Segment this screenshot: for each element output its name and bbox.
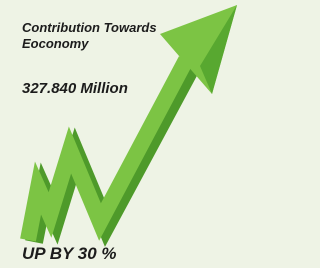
infographic: Contribution Towards Eoconomy 327.840 Mi… xyxy=(0,0,244,268)
value: 327.840 Million xyxy=(22,80,128,97)
footer: UP BY 30 % xyxy=(22,244,117,264)
title: Contribution Towards Eoconomy xyxy=(22,20,202,52)
